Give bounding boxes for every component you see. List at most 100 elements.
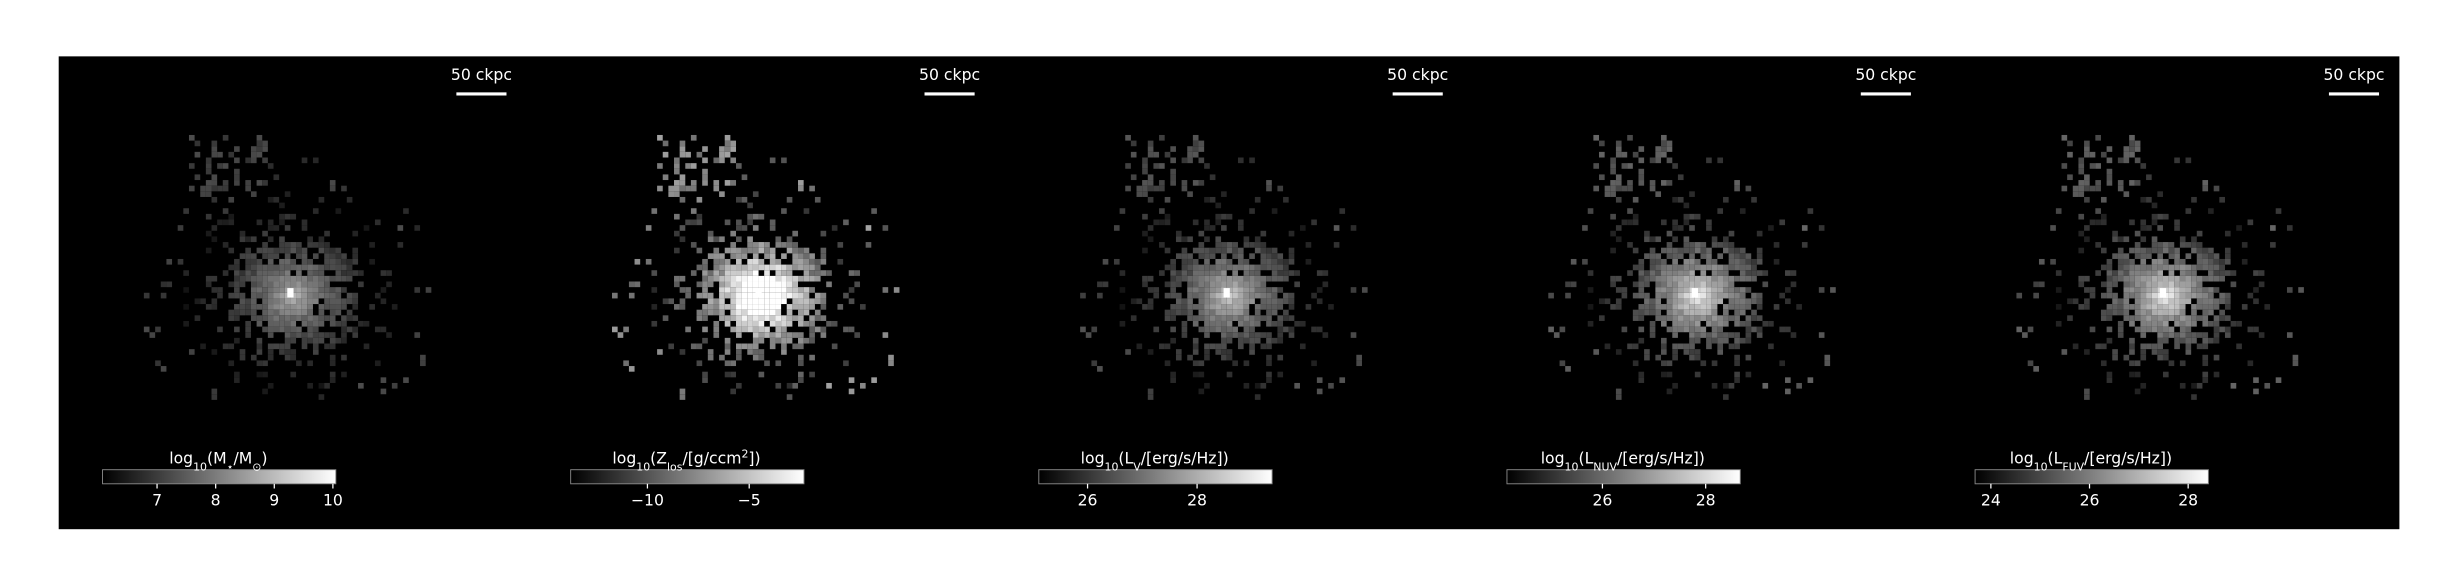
image-pixel [273,292,280,299]
image-pixel [2219,309,2225,316]
image-pixel [1655,270,1662,276]
image-pixel [279,242,285,248]
image-pixel [1593,134,1600,141]
image-pixel [741,309,748,316]
image-pixel [1739,304,1746,310]
image-pixel [1751,292,1757,299]
image-pixel [2146,196,2152,203]
image-pixel [2162,275,2169,282]
image-pixel [747,315,753,321]
image-pixel [1694,281,1701,288]
image-pixel [1260,298,1267,305]
image-pixel [2146,315,2152,321]
image-pixel [2208,270,2214,276]
image-pixel [2286,287,2293,293]
image-pixel [284,225,291,231]
image-pixel [1237,219,1244,226]
image-pixel [1198,315,1205,321]
image-pixel [679,349,686,355]
image-pixel [222,163,229,169]
image-pixel [809,258,815,265]
image-pixel [792,292,799,299]
image-pixel [245,320,251,327]
image-pixel [324,242,330,248]
image-pixel [200,298,206,305]
image-pixel [239,298,246,305]
image-pixel [1745,275,1752,282]
image-pixel [2162,264,2169,271]
image-pixel [1232,298,1238,305]
image-pixel [1615,236,1622,243]
image-pixel [262,180,268,186]
image-pixel [769,298,776,305]
image-pixel [228,360,235,367]
image-pixel [2146,309,2152,316]
image-pixel [702,337,708,344]
image-pixel [707,230,714,237]
image-pixel [2168,264,2175,271]
image-pixel [775,275,782,282]
image-pixel [1706,309,1712,316]
image-pixel [1226,371,1233,378]
image-pixel [1187,264,1193,271]
image-pixel [1717,287,1724,293]
image-pixel [2162,247,2169,254]
image-pixel [335,337,342,344]
image-pixel [1661,247,1667,254]
image-pixel [657,163,663,169]
image-pixel [341,320,347,327]
image-pixel [2123,304,2130,310]
image-pixel [1091,360,1098,367]
image-pixel [1356,354,1362,361]
image-pixel [301,157,308,164]
image-pixel [758,213,765,220]
image-pixel [730,326,737,333]
image-pixel [256,247,263,254]
image-pixel [1198,287,1205,293]
image-pixel [307,275,313,282]
image-pixel [1221,304,1227,310]
image-pixel [1254,309,1261,316]
image-pixel [341,185,347,192]
image-pixel [1209,196,1216,203]
image-pixel [228,343,235,350]
image-pixel [391,304,398,310]
image-pixel [1266,360,1272,367]
image-pixel [341,315,347,321]
image-pixel [301,264,308,271]
image-pixel [1644,354,1650,361]
image-pixel [1226,315,1233,321]
image-pixel [234,371,240,378]
image-pixel [1119,270,1126,276]
image-pixel [2106,270,2113,276]
image-pixel [279,281,285,288]
image-pixel [267,309,274,316]
image-pixel [798,275,804,282]
image-pixel [222,185,229,192]
image-pixel [256,146,263,152]
image-pixel [736,196,742,203]
image-pixel [1661,258,1667,265]
image-pixel [2213,270,2220,276]
image-pixel [1644,309,1650,316]
image-pixel [1661,134,1667,141]
image-pixel [1153,163,1160,169]
image-pixel [1113,225,1120,231]
image-pixel [2185,298,2192,305]
colorbar-label-part: FUV [2062,460,2084,473]
image-pixel [239,275,246,282]
image-pixel [267,258,274,265]
image-pixel [239,304,246,310]
image-pixel [798,304,804,310]
image-pixel [1632,213,1639,220]
image-pixel [1187,275,1193,282]
image-pixel [1672,298,1678,305]
image-pixel [1237,298,1244,305]
image-pixel [239,292,246,299]
image-pixel [228,196,235,203]
image-pixel [205,247,212,254]
image-pixel [2140,247,2147,254]
image-pixel [713,247,720,254]
image-pixel [143,326,150,333]
image-pixel [696,213,703,220]
